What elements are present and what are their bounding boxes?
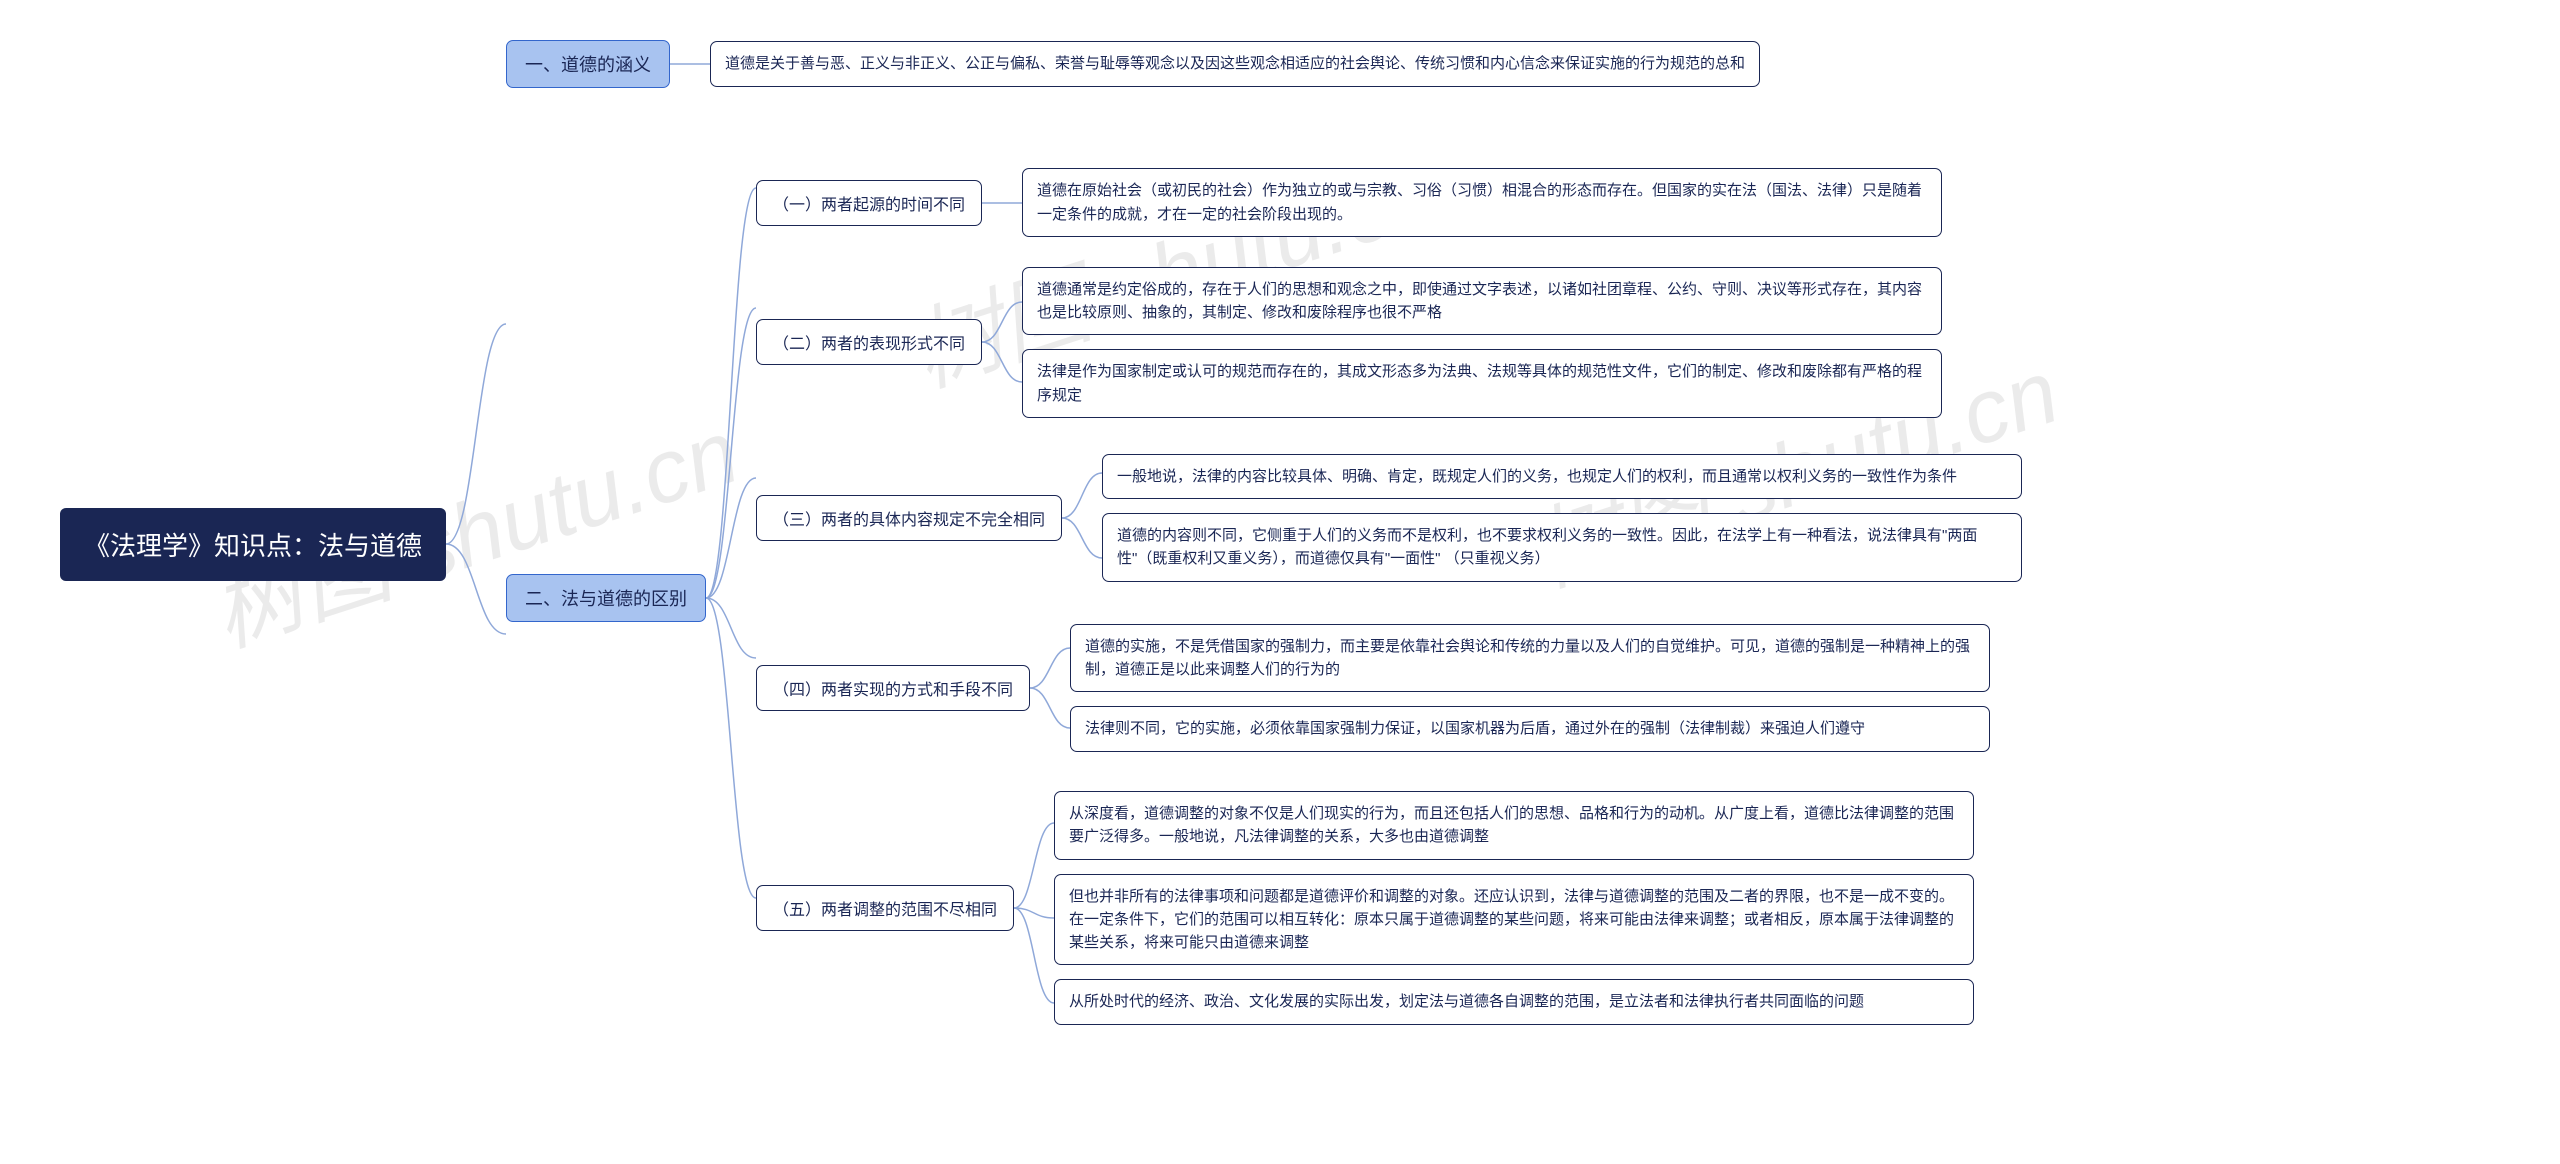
branch-node: 二、法与道德的区别 xyxy=(506,574,706,622)
leaf-node: 道德通常是约定俗成的，存在于人们的思想和观念之中，即使通过文字表述，以诸如社团章… xyxy=(1022,267,1942,336)
branch-row: 二、法与道德的区别 （一）两者起源的时间不同 道德在原始社会（或初民的社会）作为… xyxy=(506,148,2022,1048)
leaf-node: 法律是作为国家制定或认可的规范而存在的，其成文形态多为法典、法规等具体的规范性文… xyxy=(1022,349,1942,418)
mindmap-container: 《法理学》知识点：法与道德 一、道德的涵义 道德是关于善与恶、正义与非正义、公正… xyxy=(60,40,2500,1048)
branch-node: 一、道德的涵义 xyxy=(506,40,670,88)
root-node: 《法理学》知识点：法与道德 xyxy=(60,508,446,581)
branch-row: 一、道德的涵义 道德是关于善与恶、正义与非正义、公正与偏私、荣誉与耻辱等观念以及… xyxy=(506,40,2022,88)
sub-row: （四）两者实现的方式和手段不同 道德的实施，不是凭借国家的强制力，而主要是依靠社… xyxy=(756,618,2022,758)
leaf-node: 道德的实施，不是凭借国家的强制力，而主要是依靠社会舆论和传统的力量以及人们的自觉… xyxy=(1070,624,1990,693)
leaf-node: 从所处时代的经济、政治、文化发展的实际出发，划定法与道德各自调整的范围，是立法者… xyxy=(1054,979,1974,1024)
leaf-node: 从深度看，道德调整的对象不仅是人们现实的行为，而且还包括人们的思想、品格和行为的… xyxy=(1054,791,1974,860)
sub-row: （三）两者的具体内容规定不完全相同 一般地说，法律的内容比较具体、明确、肯定，既… xyxy=(756,448,2022,588)
sub-node: （四）两者实现的方式和手段不同 xyxy=(756,665,1030,711)
leaf-node: 法律则不同，它的实施，必须依靠国家强制力保证，以国家机器为后盾，通过外在的强制（… xyxy=(1070,706,1990,751)
leaf-node: 道德在原始社会（或初民的社会）作为独立的或与宗教、习俗（习惯）相混合的形态而存在… xyxy=(1022,168,1942,237)
leaf-node: 道德是关于善与恶、正义与非正义、公正与偏私、荣誉与耻辱等观念以及因这些观念相适应… xyxy=(710,41,1760,86)
connector xyxy=(446,274,506,814)
sub-node: （一）两者起源的时间不同 xyxy=(756,180,982,226)
leaf-node: 一般地说，法律的内容比较具体、明确、肯定，既规定人们的义务，也规定人们的权利，而… xyxy=(1102,454,2022,499)
leaf-node: 但也并非所有的法律事项和问题都是道德评价和调整的对象。还应认识到，法律与道德调整… xyxy=(1054,874,1974,966)
sub-node: （三）两者的具体内容规定不完全相同 xyxy=(756,495,1062,541)
connector xyxy=(1062,448,1102,588)
connector xyxy=(982,272,1022,412)
sub-node: （五）两者调整的范围不尽相同 xyxy=(756,885,1014,931)
connector xyxy=(1014,788,1054,1028)
connector xyxy=(982,193,1022,213)
leaf-node: 道德的内容则不同，它侧重于人们的义务而不是权利，也不要求权利义务的一致性。因此，… xyxy=(1102,513,2022,582)
connector xyxy=(706,148,756,1048)
sub-row: （一）两者起源的时间不同 道德在原始社会（或初民的社会）作为独立的或与宗教、习俗… xyxy=(756,168,2022,237)
connector xyxy=(1030,618,1070,758)
sub-row: （五）两者调整的范围不尽相同 从深度看，道德调整的对象不仅是人们现实的行为，而且… xyxy=(756,788,2022,1028)
sub-row: （二）两者的表现形式不同 道德通常是约定俗成的，存在于人们的思想和观念之中，即使… xyxy=(756,267,2022,418)
connector xyxy=(670,54,710,74)
sub-node: （二）两者的表现形式不同 xyxy=(756,319,982,365)
